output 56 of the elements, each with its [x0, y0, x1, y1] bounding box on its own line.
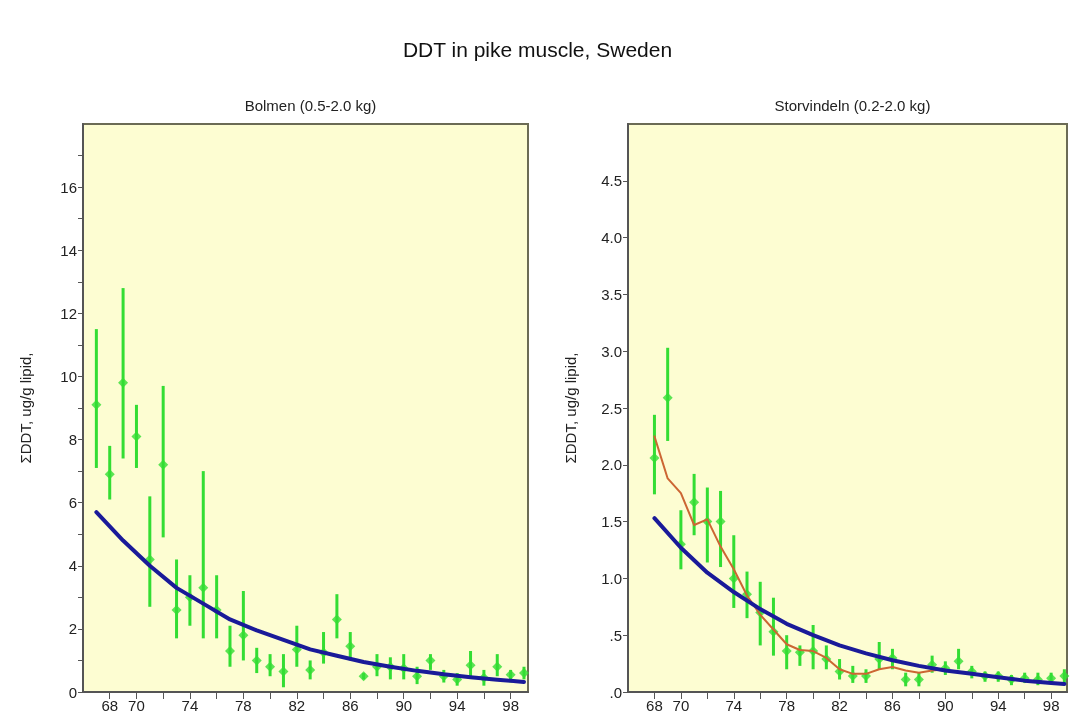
x-tick-label: 98: [1042, 697, 1060, 714]
x-tick-label: 70: [672, 697, 690, 714]
point: [158, 459, 169, 470]
point: [505, 669, 516, 680]
x-tick-label: 98: [502, 697, 519, 714]
point: [728, 573, 739, 584]
x-tick-label: 74: [181, 697, 199, 714]
x-tick-label: 82: [288, 697, 306, 714]
y-tick-label: 2.0: [601, 456, 622, 474]
y-tick-label: 2.5: [601, 399, 622, 417]
x-tick-label: 94: [989, 697, 1007, 714]
y-tick-label: 12: [60, 304, 77, 322]
point: [900, 674, 911, 685]
x-tick-label: 68: [101, 697, 119, 714]
x-tick-label: 68: [646, 697, 663, 714]
y-tick-label: 1.0: [601, 569, 622, 587]
x-tick-label: 90: [937, 697, 954, 714]
y-tick-label: 8: [68, 431, 77, 449]
y-tick-label: 4: [68, 557, 77, 575]
x-tick-label: 82: [831, 697, 848, 714]
x-tick-label: 90: [395, 697, 413, 714]
point: [913, 674, 924, 685]
point: [238, 630, 249, 641]
y-tick-label: 2: [68, 620, 77, 638]
point: [689, 497, 700, 508]
y-tick-label: .5: [609, 626, 622, 644]
point: [251, 655, 262, 666]
text: DDT in pike muscle, Sweden: [401, 38, 674, 62]
point: [144, 554, 155, 565]
y-tick-label: 14: [60, 241, 77, 259]
y-tick-label: 4.0: [601, 229, 622, 247]
line-series: [94, 510, 526, 684]
x-tick-label: 70: [128, 697, 145, 714]
x-tick-label: 94: [448, 697, 466, 714]
y-tick-label: 4.5: [601, 172, 622, 190]
y-axis-title: ΣDDT, ug/g lipid,: [562, 352, 579, 464]
x-tick-label: 74: [725, 697, 743, 714]
y-tick-label: 3.5: [601, 285, 622, 303]
point: [358, 671, 369, 682]
x-tick-label: 86: [341, 697, 359, 714]
line-series: [652, 516, 1067, 687]
y-axis-title: ΣDDT, ug/g lipid,: [17, 352, 34, 464]
x-tick-label: 78: [235, 697, 252, 714]
y-tick-label: 3.0: [601, 342, 622, 360]
y-tick-label: 0: [68, 683, 77, 701]
x-tick-label: 86: [884, 697, 901, 714]
chart-title: Storvindeln (0.2-2.0 kg): [774, 97, 931, 114]
point: [331, 614, 342, 625]
chart-title: Bolmen (0.5-2.0 kg): [244, 97, 377, 114]
point: [91, 399, 102, 410]
y-tick-label: 1.5: [601, 513, 622, 531]
x-tick-label: 78: [778, 697, 796, 714]
y-tick-label: 6: [68, 494, 77, 512]
y-tick-label: 10: [60, 367, 77, 385]
y-tick-label: 16: [60, 178, 77, 196]
y-tick-label: .0: [609, 683, 622, 701]
